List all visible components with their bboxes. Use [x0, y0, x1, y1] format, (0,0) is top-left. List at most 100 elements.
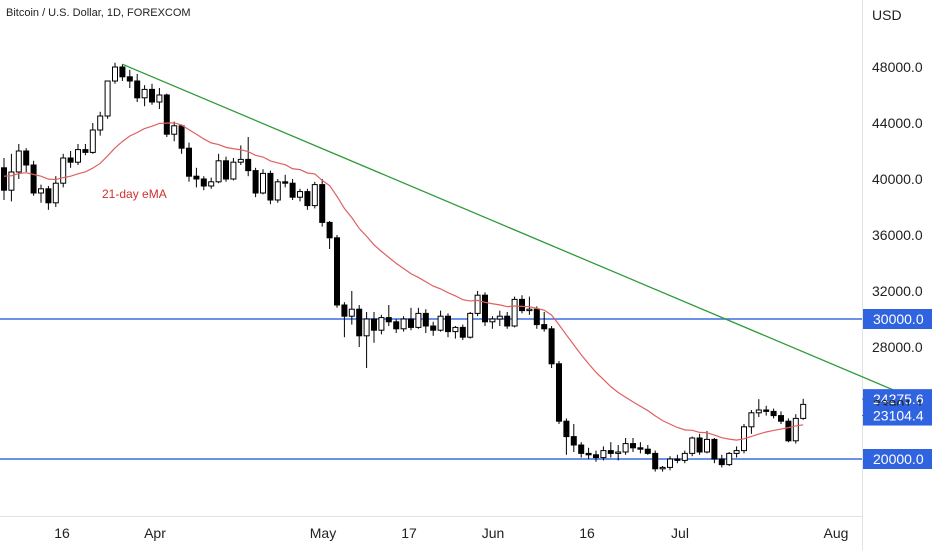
candle-body — [245, 158, 252, 172]
y-tick-label: 32000.0 — [872, 283, 923, 299]
candle-body — [348, 308, 355, 317]
candle-body — [186, 147, 192, 177]
candle — [437, 310, 444, 332]
candle — [193, 167, 200, 188]
candle — [215, 153, 222, 184]
candle — [104, 80, 111, 119]
candle-body — [533, 308, 540, 326]
candle — [163, 93, 170, 137]
x-tick-label: May — [310, 525, 336, 541]
candle-body — [726, 452, 733, 466]
candle-body — [356, 308, 363, 337]
x-axis: 16 Apr May 17 Jun 16 Jul Aug — [54, 525, 848, 541]
candle-body — [659, 466, 666, 470]
candle-body — [400, 318, 407, 330]
candle — [459, 324, 466, 340]
candle-body — [200, 178, 207, 187]
x-tick-label: Aug — [824, 525, 849, 541]
candle — [652, 450, 659, 472]
candle-body — [630, 443, 636, 449]
candle — [563, 418, 570, 455]
candle-body — [119, 66, 126, 78]
candle-body — [230, 161, 237, 180]
candle — [541, 312, 548, 332]
candle — [511, 296, 518, 328]
candle-body — [711, 438, 718, 460]
candle-body — [511, 298, 518, 327]
candle-body — [556, 363, 562, 422]
candle-body — [260, 172, 266, 194]
candle-body — [126, 76, 133, 82]
candle — [126, 69, 133, 88]
candle-body — [748, 412, 755, 428]
candle-body — [52, 182, 59, 204]
candle — [97, 111, 104, 136]
candle — [615, 445, 622, 461]
candle — [600, 446, 607, 461]
candle — [393, 319, 400, 333]
candle — [696, 433, 703, 455]
candle-body — [718, 458, 725, 466]
plot-area: 21-day eMA — [0, 62, 932, 472]
candle-body — [82, 149, 89, 153]
candle-body — [408, 318, 414, 328]
candle-body — [578, 444, 585, 454]
candle-body — [541, 324, 548, 330]
candle — [489, 316, 496, 329]
candle — [297, 188, 303, 202]
candle — [23, 148, 30, 172]
candle-body — [482, 294, 488, 323]
candle-body — [637, 447, 644, 450]
candle — [230, 158, 237, 181]
candle — [208, 177, 215, 189]
candle — [711, 438, 718, 464]
candle-body — [274, 181, 281, 201]
price-badge — [863, 405, 932, 426]
candle — [289, 179, 296, 200]
candle-body — [297, 191, 303, 198]
candle — [763, 405, 770, 416]
candle-body — [208, 181, 215, 187]
y-tick-label: 48000.0 — [872, 59, 923, 75]
candle — [223, 156, 229, 182]
currency-label: USD — [872, 7, 902, 23]
price-badge — [863, 309, 932, 329]
candle-body — [504, 315, 511, 327]
candle — [800, 398, 807, 420]
candle-body — [393, 321, 400, 330]
candle-body — [60, 157, 67, 184]
candle — [556, 361, 562, 424]
price-badge — [863, 449, 932, 469]
candle — [718, 454, 725, 468]
price-badge-text: 24275.6 — [873, 391, 924, 407]
candle — [408, 307, 414, 331]
candle — [319, 179, 326, 227]
candle — [689, 436, 696, 457]
candle — [452, 326, 459, 339]
candle — [356, 305, 363, 347]
candle-body — [45, 188, 52, 204]
x-tick-label: Jul — [671, 525, 689, 541]
candle — [733, 446, 740, 458]
chart-title: Bitcoin / U.S. Dollar, 1D, FOREXCOM — [6, 7, 191, 19]
candle-body — [593, 454, 599, 459]
candle — [659, 466, 666, 472]
candle-body — [311, 184, 318, 207]
candle-body — [570, 436, 577, 446]
candle — [371, 312, 377, 343]
candle — [245, 137, 252, 177]
candle — [45, 186, 52, 210]
candle — [8, 153, 15, 202]
x-tick-label: 16 — [54, 525, 70, 541]
price-badge — [863, 389, 932, 410]
y-tick-label: 40000.0 — [872, 171, 923, 187]
candle-body — [778, 415, 784, 422]
candle — [274, 179, 281, 203]
candle-body — [415, 312, 422, 328]
x-tick-label: 16 — [579, 525, 595, 541]
candle — [52, 176, 59, 207]
candle-body — [252, 170, 259, 194]
candle-body — [770, 410, 777, 417]
